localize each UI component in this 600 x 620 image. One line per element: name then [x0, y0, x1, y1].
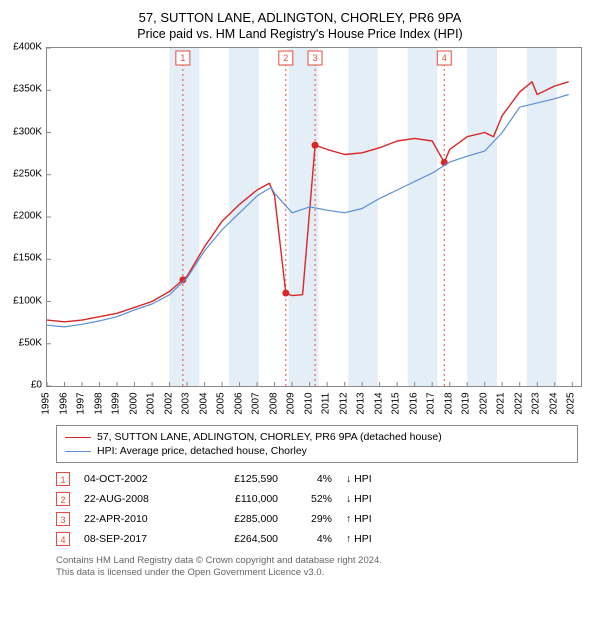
x-axis-tick-label: 2025: [566, 392, 577, 414]
x-axis-tick-label: 1996: [58, 392, 69, 414]
x-axis-tick-label: 2013: [356, 392, 367, 414]
chart-svg: 1 2 3 4: [47, 48, 581, 386]
x-axis-tick-label: 2003: [181, 392, 192, 414]
svg-text:3: 3: [313, 53, 318, 63]
legend-label: 57, SUTTON LANE, ADLINGTON, CHORLEY, PR6…: [97, 431, 442, 443]
footer-attribution: Contains HM Land Registry data © Crown c…: [56, 555, 578, 580]
transaction-price: £285,000: [198, 513, 278, 525]
chart-subtitle: Price paid vs. HM Land Registry's House …: [12, 27, 588, 41]
x-axis-tick-label: 2006: [233, 392, 244, 414]
plot-area: £0£50K£100K£150K£200K£250K£300K£350K£400…: [46, 47, 582, 417]
x-axis-tick-label: 2015: [391, 392, 402, 414]
legend: 57, SUTTON LANE, ADLINGTON, CHORLEY, PR6…: [56, 425, 578, 463]
transaction-date: 04-OCT-2002: [84, 473, 184, 485]
x-axis-tick-label: 2022: [513, 392, 524, 414]
y-axis-tick-label: £150K: [13, 253, 42, 264]
transaction-direction: ↑ HPI: [346, 533, 406, 545]
transaction-price: £125,590: [198, 473, 278, 485]
y-axis-labels: £0£50K£100K£150K£200K£250K£300K£350K£400…: [8, 47, 44, 387]
y-axis-tick-label: £50K: [19, 337, 42, 348]
transaction-price: £110,000: [198, 493, 278, 505]
plot-inner: 1 2 3 4: [46, 47, 582, 387]
y-axis-tick-label: £0: [31, 380, 42, 391]
transaction-row: 2 22-AUG-2008 £110,000 52% ↓ HPI: [56, 489, 578, 509]
x-axis-tick-label: 2001: [146, 392, 157, 414]
transaction-row: 4 08-SEP-2017 £264,500 4% ↑ HPI: [56, 529, 578, 549]
x-axis-tick-label: 2021: [496, 392, 507, 414]
y-axis-tick-label: £300K: [13, 126, 42, 137]
y-axis-tick-label: £200K: [13, 211, 42, 222]
x-axis-tick-label: 2000: [128, 392, 139, 414]
x-axis-tick-label: 2017: [426, 392, 437, 414]
x-axis-tick-label: 1995: [41, 392, 52, 414]
legend-row: 57, SUTTON LANE, ADLINGTON, CHORLEY, PR6…: [65, 430, 569, 444]
transaction-direction: ↑ HPI: [346, 513, 406, 525]
legend-swatch: [65, 437, 91, 438]
legend-row: HPI: Average price, detached house, Chor…: [65, 444, 569, 458]
x-axis-tick-label: 2019: [461, 392, 472, 414]
y-axis-tick-label: £350K: [13, 84, 42, 95]
chart-container: 57, SUTTON LANE, ADLINGTON, CHORLEY, PR6…: [0, 0, 600, 588]
x-axis-tick-label: 2007: [251, 392, 262, 414]
transaction-date: 22-AUG-2008: [84, 493, 184, 505]
footer-line-2: This data is licensed under the Open Gov…: [56, 567, 578, 579]
y-axis-tick-label: £100K: [13, 295, 42, 306]
x-axis-tick-label: 2012: [338, 392, 349, 414]
x-axis-tick-label: 1999: [111, 392, 122, 414]
transaction-date: 08-SEP-2017: [84, 533, 184, 545]
transaction-marker: 2: [56, 492, 70, 506]
legend-label: HPI: Average price, detached house, Chor…: [97, 445, 307, 457]
transaction-date: 22-APR-2010: [84, 513, 184, 525]
x-axis-tick-label: 2016: [408, 392, 419, 414]
x-axis-tick-label: 2008: [268, 392, 279, 414]
x-axis-tick-label: 2004: [198, 392, 209, 414]
x-axis-tick-label: 1998: [93, 392, 104, 414]
x-axis-tick-label: 2002: [163, 392, 174, 414]
x-axis-tick-label: 2011: [321, 393, 332, 415]
svg-text:2: 2: [283, 53, 288, 63]
y-axis-tick-label: £250K: [13, 168, 42, 179]
transactions-table: 1 04-OCT-2002 £125,590 4% ↓ HPI 2 22-AUG-2008 £…: [56, 469, 578, 549]
transaction-percent: 29%: [292, 513, 332, 525]
x-axis-tick-label: 1997: [76, 392, 87, 414]
footer-line-1: Contains HM Land Registry data © Crown c…: [56, 555, 578, 567]
x-axis-tick-label: 2023: [531, 392, 542, 414]
transaction-direction: ↓ HPI: [346, 473, 406, 485]
chart-title: 57, SUTTON LANE, ADLINGTON, CHORLEY, PR6…: [12, 8, 588, 27]
x-axis-tick-label: 2024: [548, 392, 559, 414]
x-axis-tick-label: 2009: [286, 392, 297, 414]
transaction-marker: 1: [56, 472, 70, 486]
transaction-marker: 3: [56, 512, 70, 526]
x-axis-labels: 1995199619971998199920002001200220032004…: [46, 387, 582, 417]
x-axis-tick-label: 2010: [303, 392, 314, 414]
x-axis-tick-label: 2018: [443, 392, 454, 414]
transaction-percent: 4%: [292, 473, 332, 485]
y-axis-tick-label: £400K: [13, 42, 42, 53]
transaction-row: 3 22-APR-2010 £285,000 29% ↑ HPI: [56, 509, 578, 529]
svg-text:1: 1: [180, 53, 185, 63]
x-axis-tick-label: 2005: [216, 392, 227, 414]
transaction-percent: 52%: [292, 493, 332, 505]
transaction-row: 1 04-OCT-2002 £125,590 4% ↓ HPI: [56, 469, 578, 489]
transaction-direction: ↓ HPI: [346, 493, 406, 505]
svg-text:4: 4: [442, 53, 447, 63]
transaction-marker: 4: [56, 532, 70, 546]
legend-swatch: [65, 451, 91, 452]
transaction-percent: 4%: [292, 533, 332, 545]
x-axis-tick-label: 2014: [373, 392, 384, 414]
x-axis-tick-label: 2020: [478, 392, 489, 414]
transaction-price: £264,500: [198, 533, 278, 545]
